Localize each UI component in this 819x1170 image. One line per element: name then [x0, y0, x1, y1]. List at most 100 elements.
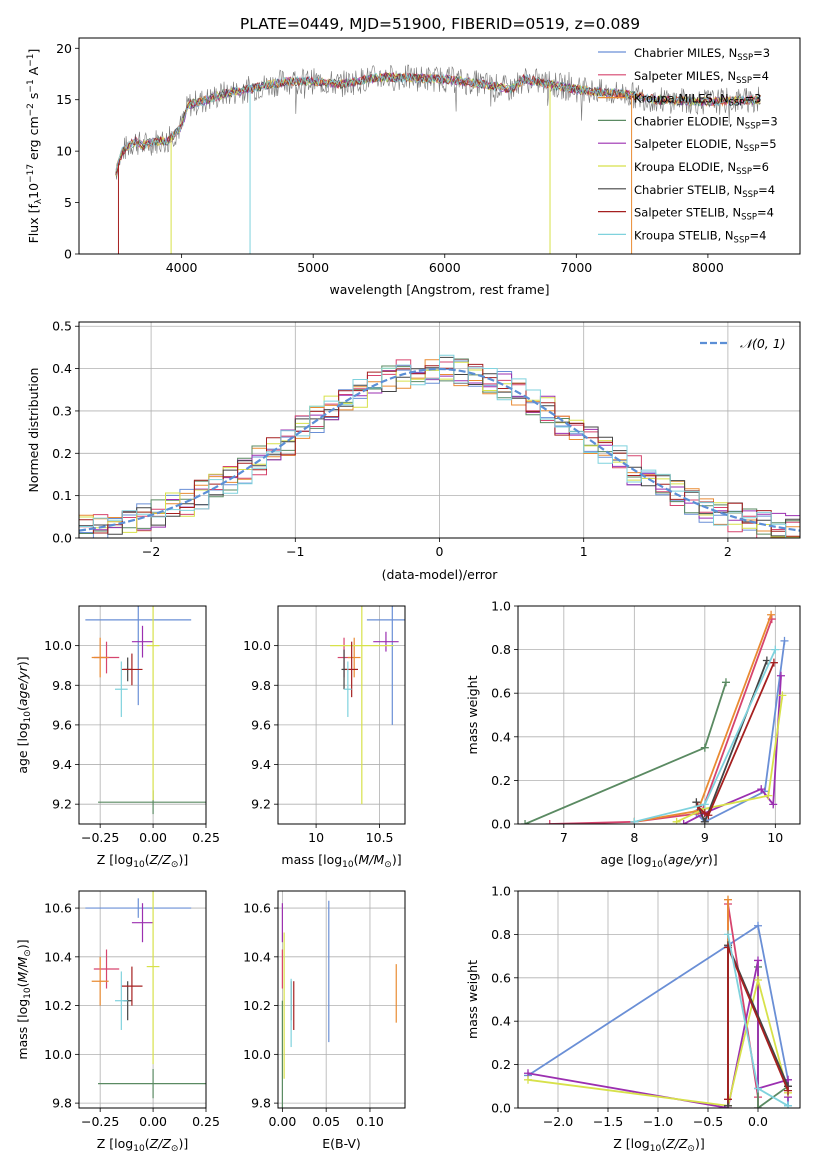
y-tick-label: 10.2: [243, 998, 271, 1013]
legend-entry: Chabrier ELODIE, NSSP=3: [634, 114, 778, 131]
x-tick-label: −0.25: [81, 830, 119, 845]
series-lines: [521, 610, 789, 824]
series-line: [697, 662, 775, 817]
y-tick-label: 10.0: [243, 1047, 271, 1062]
legend-entry: Salpeter MILES, NSSP=4: [634, 69, 769, 86]
y-tick-label: 10.6: [243, 901, 271, 916]
x-axis-label: Z [log10(Z/Z⊙)]: [97, 852, 188, 870]
y-tick-label: 0.0: [491, 817, 511, 832]
y-tick-label: 10.0: [44, 638, 72, 653]
massweight-vs-age-panel: 7 8 9 10 0.0 0.2 0.4 0.6 0.8 1.0 age [log10(age/yr…: [465, 599, 801, 870]
y-tick-label: 10.0: [243, 638, 271, 653]
y-tick-label: 0.8: [491, 642, 511, 657]
x-tick-label: 0.05: [312, 1114, 340, 1129]
data-point: [754, 956, 762, 965]
data-point: [769, 658, 778, 667]
data-point: [524, 1075, 532, 1084]
y-tick-label: 0.2: [52, 446, 72, 461]
y-tick-label: 0.6: [491, 970, 511, 985]
legend-entry: Salpeter STELIB, NSSP=4: [634, 206, 774, 223]
x-axis-label: wavelength [Angstrom, rest frame]: [329, 282, 549, 297]
plot-frame: [277, 890, 406, 1109]
x-tick-label: −2.0: [543, 1114, 573, 1129]
y-tick-label: 10.4: [243, 949, 271, 964]
y-axis-label: Flux [fλ10−17 erg cm−2 s−1 A−1]: [26, 49, 44, 244]
histogram-step: [79, 354, 800, 538]
x-tick-label: −0.5: [693, 1114, 723, 1129]
y-tick-label: 0.8: [491, 927, 511, 942]
plot-frame: [78, 605, 207, 825]
data-point: [754, 1104, 762, 1108]
y-tick-label: 0.4: [491, 729, 511, 744]
data-point: [630, 817, 639, 824]
normal-curve: [79, 367, 800, 532]
residuals-panel: −2 −1 0 1 2 0.0 0.1 0.2 0.3 0.4 0.5 (data-model)/er…: [26, 319, 801, 582]
data-point: [778, 691, 787, 700]
data-point: [700, 800, 709, 809]
x-tick-label: −0.25: [81, 1114, 119, 1129]
y-tick-label: 10.0: [44, 1047, 72, 1062]
y-tick-label: 0.2: [491, 1057, 511, 1072]
y-tick-label: 9.2: [251, 797, 271, 812]
y-tick-label: 9.6: [251, 717, 271, 732]
data-point: [545, 820, 554, 824]
spectrum-panel: 4000 5000 6000 7000 8000 0 5 10 15 20 wavelength […: [26, 37, 801, 297]
y-tick-label: 9.8: [52, 1096, 72, 1111]
y-tick-label: 10.6: [44, 901, 72, 916]
massweight-vs-Z-panel: −2.0 −1.5 −1.0 −0.5 0.0 0.0 0.2 0.4 0.6 0.8 1.0 Z […: [465, 884, 801, 1154]
data-point: [721, 678, 730, 687]
x-tick-label: 2: [724, 544, 732, 559]
y-tick-label: 9.4: [251, 757, 271, 772]
plot-frame: [78, 37, 801, 255]
series-lines: [524, 895, 792, 1108]
y-tick-label: 1.0: [491, 599, 511, 614]
mass-vs-Z-panel: −0.25 0.00 0.25 9.8 10.0 10.2 10.4 10.6 Z [log10…: [15, 890, 220, 1154]
y-tick-label: 9.8: [251, 1096, 271, 1111]
y-tick-label: 0.1: [52, 488, 72, 503]
y-tick-label: 0: [64, 247, 72, 262]
legend-entry: Chabrier MILES, NSSP=3: [634, 46, 770, 63]
x-tick-label: 0.25: [192, 830, 220, 845]
data-point: [776, 671, 785, 680]
data-point: [700, 743, 709, 752]
data-point: [784, 1101, 792, 1108]
y-axis-label: age [log10(age/yr)]: [15, 656, 33, 773]
age-vs-mass-panel: 10 10.5 9.2 9.4 9.6 9.8 10.0 mass [log10(M/M⊙)]: [243, 605, 406, 870]
data-point: [754, 1084, 762, 1093]
data-point: [700, 817, 709, 824]
x-tick-label: 0.10: [356, 1114, 384, 1129]
y-tick-label: 0.2: [491, 773, 511, 788]
data-point: [704, 811, 713, 820]
x-tick-label: 4000: [166, 260, 198, 275]
plot-frame: [517, 605, 801, 825]
x-tick-label: 6000: [429, 260, 461, 275]
y-axis-label: Normed distribution: [26, 368, 41, 493]
y-tick-label: 0.3: [52, 403, 72, 418]
plot-frame: [517, 890, 801, 1109]
x-axis-label: Z [log10(Z/Z⊙)]: [613, 1136, 704, 1154]
y-tick-label: 0.5: [52, 319, 72, 334]
series-line: [527, 979, 789, 1107]
data-point: [521, 820, 530, 824]
data-point: [784, 1086, 792, 1095]
plot-frame: [78, 321, 801, 539]
y-tick-label: 0.6: [491, 686, 511, 701]
x-tick-label: 5000: [297, 260, 329, 275]
y-tick-label: 9.2: [52, 797, 72, 812]
legend-entry: Kroupa ELODIE, NSSP=6: [634, 160, 769, 177]
data-point: [764, 791, 773, 800]
plot-frame: [277, 605, 406, 825]
errorbars: [330, 606, 405, 805]
y-tick-label: 0.4: [52, 361, 72, 376]
x-tick-label: 0.0: [748, 1114, 768, 1129]
x-tick-label: 9: [701, 830, 709, 845]
data-point: [692, 798, 701, 807]
observed-spectrum-line: [115, 64, 761, 180]
y-tick-label: 10.2: [44, 998, 72, 1013]
data-point: [672, 817, 681, 824]
y-tick-label: 9.8: [52, 678, 72, 693]
data-point: [771, 645, 780, 654]
x-axis-label: (data-model)/error: [382, 567, 499, 582]
x-tick-label: 0: [436, 544, 444, 559]
y-tick-label: 9.6: [52, 717, 72, 732]
